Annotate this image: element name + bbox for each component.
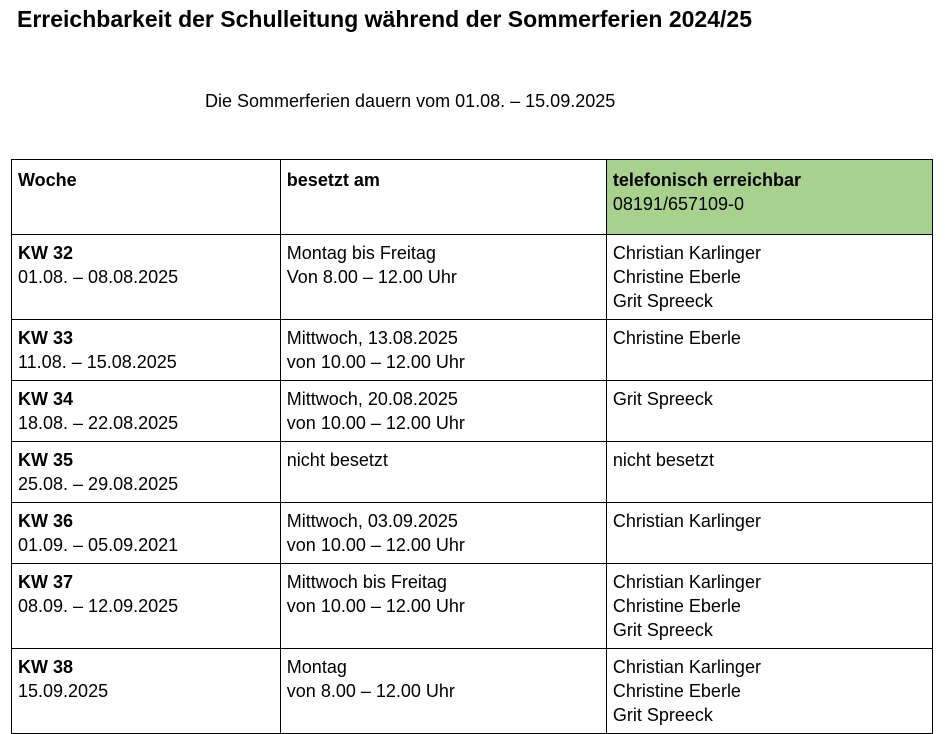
week-dates: 01.08. – 08.08.2025 — [18, 267, 179, 287]
staffed-line: nicht besetzt — [286, 450, 388, 470]
contact-name: Christian Karlinger — [612, 572, 761, 592]
staffed-line: Montag — [286, 657, 347, 677]
staffed-cell: Montag von 8.00 – 12.00 Uhr — [279, 648, 607, 734]
contact-name: Grit Spreeck — [612, 291, 713, 311]
staffed-line: Mittwoch, 03.09.2025 — [286, 511, 458, 531]
schedule-table: Woche besetzt am telefonisch erreichbar … — [11, 159, 934, 734]
staffed-line: Von 8.00 – 12.00 Uhr — [286, 267, 457, 287]
week-cell: KW 36 01.09. – 05.09.2021 — [11, 502, 281, 564]
contacts-cell: nicht besetzt — [605, 441, 934, 503]
header-staffed-label: besetzt am — [286, 170, 380, 190]
contact-name: Grit Spreeck — [612, 705, 713, 725]
contact-name: Christine Eberle — [612, 328, 741, 348]
header-phone-number: 08191/657109-0 — [612, 194, 745, 214]
week-dates: 08.09. – 12.09.2025 — [18, 596, 179, 616]
page-title: Erreichbarkeit der Schulleitung während … — [17, 6, 752, 32]
staffed-cell: nicht besetzt — [279, 441, 607, 503]
staffed-line: Mittwoch bis Freitag — [286, 572, 447, 592]
header-week-label: Woche — [18, 170, 77, 190]
staffed-cell: Mittwoch, 03.09.2025 von 10.00 – 12.00 U… — [279, 502, 607, 564]
week-cell: KW 38 15.09.2025 — [11, 648, 281, 734]
contacts-cell: Christian Karlinger Christine Eberle Gri… — [605, 234, 934, 320]
week-dates: 15.09.2025 — [18, 681, 109, 701]
table-row: KW 35 25.08. – 29.08.2025 nicht besetzt … — [11, 441, 934, 503]
staffed-line: Montag bis Freitag — [286, 243, 436, 263]
contact-name: Grit Spreeck — [612, 389, 713, 409]
header-staffed: besetzt am — [279, 159, 607, 235]
contacts-cell: Christine Eberle — [605, 319, 934, 381]
table-row: KW 38 15.09.2025 Montag von 8.00 – 12.00… — [11, 648, 934, 734]
staffed-line: von 10.00 – 12.00 Uhr — [286, 413, 465, 433]
week-dates: 01.09. – 05.09.2021 — [18, 535, 179, 555]
contact-name: Christine Eberle — [612, 681, 741, 701]
staffed-cell: Mittwoch, 13.08.2025 von 10.00 – 12.00 U… — [279, 319, 607, 381]
table-row: KW 33 11.08. – 15.08.2025 Mittwoch, 13.0… — [11, 319, 934, 381]
week-cell: KW 35 25.08. – 29.08.2025 — [11, 441, 281, 503]
table-row: KW 37 08.09. – 12.09.2025 Mittwoch bis F… — [11, 563, 934, 649]
staffed-line: von 10.00 – 12.00 Uhr — [286, 596, 465, 616]
kw-label: KW 32 — [18, 243, 74, 263]
kw-label: KW 37 — [18, 572, 74, 592]
table-row: KW 34 18.08. – 22.08.2025 Mittwoch, 20.0… — [11, 380, 934, 442]
kw-label: KW 38 — [18, 657, 74, 677]
subtitle: Die Sommerferien dauern vom 01.08. – 15.… — [205, 91, 616, 111]
contact-name: Grit Spreeck — [612, 620, 713, 640]
staffed-cell: Mittwoch, 20.08.2025 von 10.00 – 12.00 U… — [279, 380, 607, 442]
staffed-line: Mittwoch, 13.08.2025 — [286, 328, 458, 348]
table-header-row: Woche besetzt am telefonisch erreichbar … — [11, 159, 934, 235]
contacts-cell: Christian Karlinger Christine Eberle Gri… — [605, 563, 934, 649]
kw-label: KW 34 — [18, 389, 74, 409]
week-dates: 18.08. – 22.08.2025 — [18, 413, 179, 433]
contacts-cell: Christian Karlinger — [605, 502, 934, 564]
kw-label: KW 33 — [18, 328, 74, 348]
table-row: KW 36 01.09. – 05.09.2021 Mittwoch, 03.0… — [11, 502, 934, 564]
kw-label: KW 35 — [18, 450, 74, 470]
header-phone-label: telefonisch erreichbar — [612, 170, 801, 190]
header-phone: telefonisch erreichbar 08191/657109-0 — [605, 159, 934, 235]
contact-name: Christian Karlinger — [612, 657, 761, 677]
contact-name: Christian Karlinger — [612, 243, 761, 263]
week-dates: 11.08. – 15.08.2025 — [18, 352, 177, 372]
week-cell: KW 34 18.08. – 22.08.2025 — [11, 380, 281, 442]
contact-name: Christine Eberle — [612, 267, 741, 287]
week-cell: KW 37 08.09. – 12.09.2025 — [11, 563, 281, 649]
week-cell: KW 33 11.08. – 15.08.2025 — [11, 319, 281, 381]
week-cell: KW 32 01.08. – 08.08.2025 — [11, 234, 281, 320]
staffed-line: von 10.00 – 12.00 Uhr — [286, 535, 465, 555]
staffed-line: von 10.00 – 12.00 Uhr — [286, 352, 465, 372]
contact-name: Christine Eberle — [612, 596, 741, 616]
kw-label: KW 36 — [18, 511, 74, 531]
staffed-line: Mittwoch, 20.08.2025 — [286, 389, 458, 409]
table-row: KW 32 01.08. – 08.08.2025 Montag bis Fre… — [11, 234, 934, 320]
contact-name: Christian Karlinger — [612, 511, 761, 531]
header-week: Woche — [11, 159, 281, 235]
staffed-line: von 8.00 – 12.00 Uhr — [286, 681, 455, 701]
contacts-cell: Grit Spreeck — [605, 380, 934, 442]
week-dates: 25.08. – 29.08.2025 — [18, 474, 179, 494]
staffed-cell: Montag bis Freitag Von 8.00 – 12.00 Uhr — [279, 234, 607, 320]
staffed-cell: Mittwoch bis Freitag von 10.00 – 12.00 U… — [279, 563, 607, 649]
contact-name: nicht besetzt — [612, 450, 714, 470]
contacts-cell: Christian Karlinger Christine Eberle Gri… — [605, 648, 934, 734]
